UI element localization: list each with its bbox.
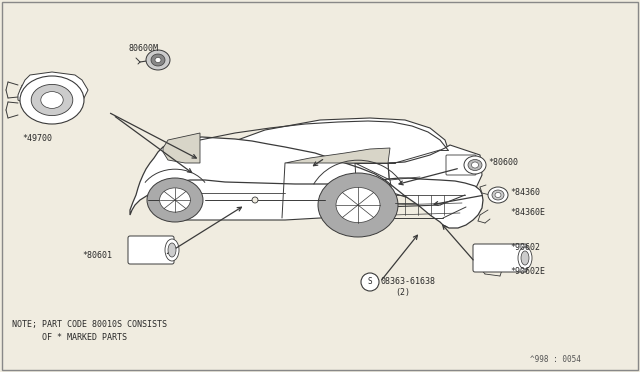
- Polygon shape: [18, 72, 88, 110]
- Text: NOTE; PART CODE 80010S CONSISTS: NOTE; PART CODE 80010S CONSISTS: [12, 321, 167, 330]
- Ellipse shape: [146, 50, 170, 70]
- Polygon shape: [163, 133, 200, 163]
- Text: *90602E: *90602E: [510, 267, 545, 276]
- Circle shape: [361, 273, 379, 291]
- Text: *49700: *49700: [22, 134, 52, 142]
- Ellipse shape: [492, 190, 504, 200]
- FancyBboxPatch shape: [446, 155, 476, 175]
- Ellipse shape: [159, 188, 191, 212]
- Polygon shape: [130, 137, 483, 228]
- Ellipse shape: [488, 187, 508, 203]
- Ellipse shape: [20, 76, 84, 124]
- Text: (2): (2): [395, 288, 410, 296]
- Polygon shape: [165, 163, 390, 220]
- Text: 08363-61638: 08363-61638: [381, 278, 436, 286]
- Polygon shape: [388, 145, 482, 202]
- Ellipse shape: [155, 58, 161, 62]
- Ellipse shape: [165, 239, 179, 261]
- Ellipse shape: [336, 187, 380, 222]
- Text: OF * MARKED PARTS: OF * MARKED PARTS: [12, 334, 127, 343]
- Ellipse shape: [521, 251, 529, 265]
- Ellipse shape: [151, 54, 165, 66]
- Ellipse shape: [468, 160, 482, 170]
- Ellipse shape: [31, 84, 73, 116]
- Circle shape: [252, 197, 258, 203]
- Text: *80600: *80600: [488, 157, 518, 167]
- Ellipse shape: [495, 192, 501, 198]
- Ellipse shape: [464, 156, 486, 174]
- Text: 80600M: 80600M: [128, 44, 158, 52]
- Ellipse shape: [318, 173, 398, 237]
- FancyBboxPatch shape: [473, 244, 527, 272]
- Polygon shape: [285, 148, 390, 163]
- Text: *84360E: *84360E: [510, 208, 545, 217]
- FancyBboxPatch shape: [128, 236, 174, 264]
- Text: *84360: *84360: [510, 187, 540, 196]
- Ellipse shape: [147, 178, 203, 222]
- Ellipse shape: [472, 162, 479, 168]
- Ellipse shape: [518, 247, 532, 269]
- Ellipse shape: [168, 243, 176, 257]
- Text: ^998 : 0054: ^998 : 0054: [530, 356, 581, 365]
- Text: *90602: *90602: [510, 244, 540, 253]
- Ellipse shape: [41, 92, 63, 108]
- Polygon shape: [175, 118, 450, 190]
- Text: S: S: [368, 278, 372, 286]
- Text: *80601: *80601: [82, 250, 112, 260]
